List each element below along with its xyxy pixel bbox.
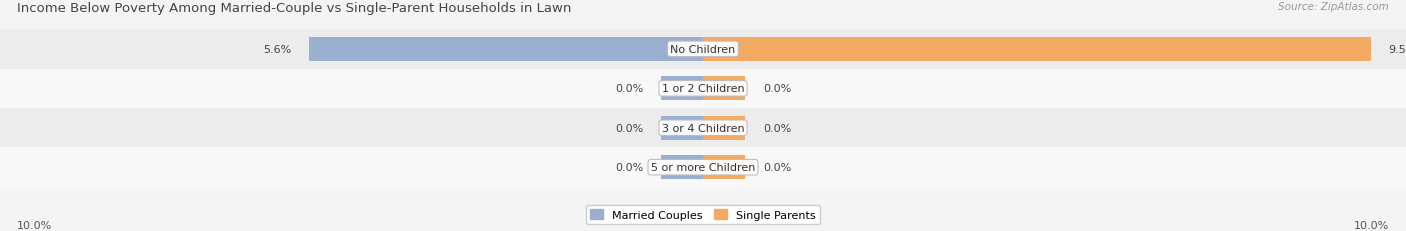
Bar — [703, 38, 1371, 61]
Text: 0.0%: 0.0% — [762, 162, 792, 173]
Text: 0.0%: 0.0% — [762, 123, 792, 133]
Text: 10.0%: 10.0% — [1354, 220, 1389, 231]
Bar — [661, 77, 703, 101]
Text: 10.0%: 10.0% — [17, 220, 52, 231]
Bar — [661, 156, 703, 179]
Bar — [703, 77, 745, 101]
Text: 0.0%: 0.0% — [614, 84, 644, 94]
Text: Income Below Poverty Among Married-Couple vs Single-Parent Households in Lawn: Income Below Poverty Among Married-Coupl… — [17, 2, 571, 15]
Text: 3 or 4 Children: 3 or 4 Children — [662, 123, 744, 133]
Text: 0.0%: 0.0% — [762, 84, 792, 94]
Text: 9.5%: 9.5% — [1389, 45, 1406, 55]
Text: 0.0%: 0.0% — [614, 123, 644, 133]
Legend: Married Couples, Single Parents: Married Couples, Single Parents — [586, 205, 820, 224]
Bar — [309, 38, 703, 61]
Bar — [703, 116, 745, 140]
Bar — [703, 156, 745, 179]
Text: Source: ZipAtlas.com: Source: ZipAtlas.com — [1278, 2, 1389, 12]
Bar — [661, 116, 703, 140]
Text: 5.6%: 5.6% — [263, 45, 292, 55]
Text: 1 or 2 Children: 1 or 2 Children — [662, 84, 744, 94]
Text: 5 or more Children: 5 or more Children — [651, 162, 755, 173]
Text: 0.0%: 0.0% — [614, 162, 644, 173]
Text: No Children: No Children — [671, 45, 735, 55]
